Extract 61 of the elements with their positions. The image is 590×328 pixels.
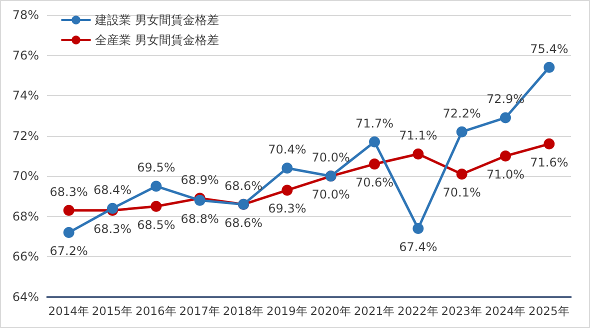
legend-label: 全産業 男女間賃金格差: [95, 33, 219, 47]
data-label: 67.2%: [50, 244, 88, 258]
x-tick-label: 2014年: [48, 304, 90, 318]
data-label: 70.0%: [312, 150, 350, 165]
point: [369, 136, 380, 148]
point: [412, 223, 424, 234]
point: [282, 162, 293, 174]
point: [456, 126, 468, 138]
data-label: 70.4%: [268, 142, 306, 157]
x-tick-label: 2020年: [310, 304, 352, 318]
point: [500, 112, 511, 124]
x-tick-label: 2025年: [528, 304, 570, 318]
point: [500, 150, 511, 162]
y-tick-label: 68%: [12, 209, 39, 224]
x-tick-label: 2015年: [92, 304, 134, 318]
data-label: 75.4%: [530, 42, 568, 56]
data-label: 71.6%: [530, 155, 568, 170]
y-tick-label: 66%: [12, 250, 39, 264]
data-label: 70.6%: [355, 176, 394, 190]
data-label: 71.7%: [355, 116, 394, 130]
point: [150, 200, 162, 212]
data-label: 68.3%: [50, 184, 88, 199]
data-label: 68.6%: [224, 216, 263, 230]
y-tick-label: 72%: [12, 128, 39, 143]
point: [63, 204, 74, 216]
data-label: 70.0%: [312, 188, 350, 202]
x-tick-label: 2021年: [354, 304, 396, 318]
y-tick-label: 74%: [12, 88, 39, 103]
data-label: 68.4%: [93, 182, 132, 197]
x-tick-label: 2019年: [266, 304, 308, 318]
y-tick-label: 64%: [12, 290, 39, 304]
x-tick-label: 2018年: [222, 304, 264, 318]
y-tick-label: 70%: [12, 169, 39, 184]
data-label: 69.5%: [137, 160, 176, 175]
point: [282, 184, 293, 196]
data-label: 68.6%: [224, 178, 263, 193]
x-tick-label: 2016年: [136, 304, 177, 318]
x-tick-label: 2023年: [441, 304, 482, 318]
data-label: 70.1%: [442, 186, 481, 200]
data-label: 68.9%: [180, 172, 219, 187]
y-tick-label: 78%: [12, 8, 39, 22]
data-label: 71.1%: [399, 128, 438, 142]
data-label: 68.8%: [180, 212, 219, 226]
x-tick-label: 2022年: [398, 304, 439, 318]
point: [63, 227, 74, 238]
data-label: 72.2%: [442, 106, 481, 120]
point: [544, 138, 555, 150]
point: [150, 180, 162, 192]
data-label: 71.0%: [486, 168, 525, 182]
data-label: 67.4%: [399, 240, 438, 254]
point: [412, 148, 424, 160]
data-label: 68.5%: [137, 218, 176, 232]
data-label: 68.3%: [93, 222, 132, 236]
data-label: 69.3%: [268, 202, 306, 216]
x-tick-label: 2024年: [484, 304, 526, 318]
x-tick-label: 2017年: [179, 304, 220, 318]
point: [544, 62, 555, 73]
point: [369, 158, 380, 170]
y-tick-label: 76%: [12, 48, 39, 62]
point: [456, 168, 468, 180]
legend-label: 建設業 男女間賃金格差: [94, 13, 219, 27]
